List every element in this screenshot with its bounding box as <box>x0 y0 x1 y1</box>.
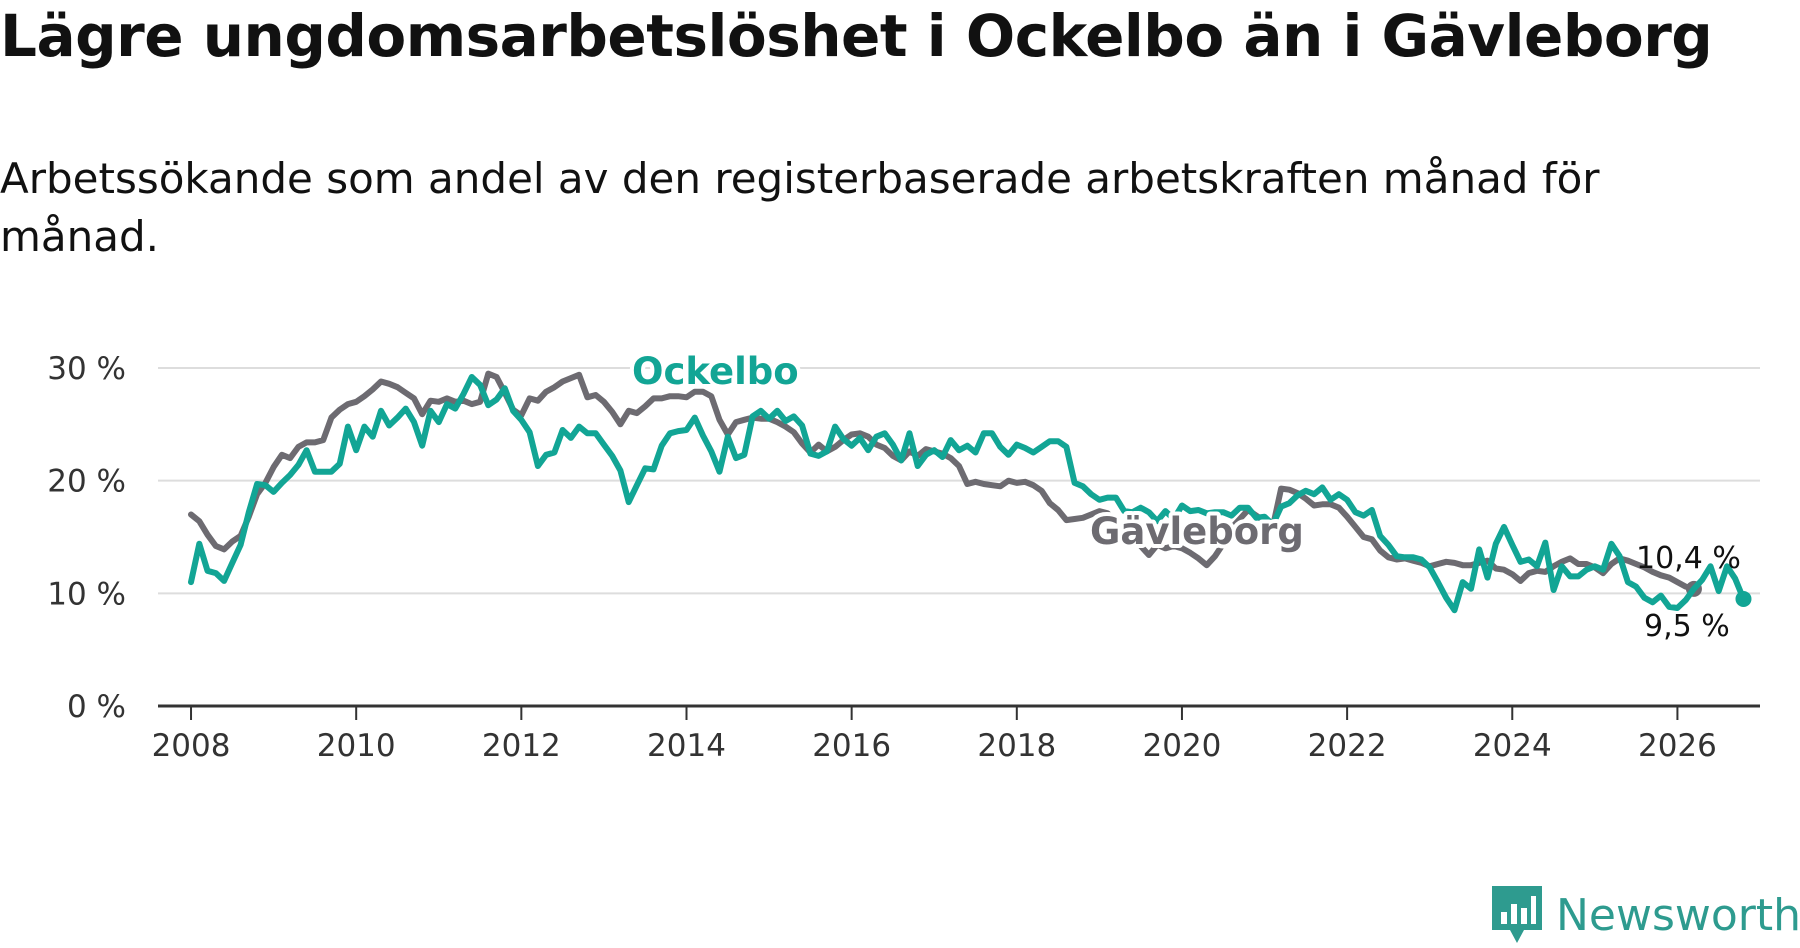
chart-subtitle: Arbetssökande som andel av den registerb… <box>0 154 1600 261</box>
brand-name: Newsworthy <box>1556 889 1800 941</box>
end-label-ockelbo: 9,5 % <box>1644 609 1730 644</box>
x-tick-label: 2022 <box>1308 728 1387 764</box>
y-axis-ticks: 0 % 10 % 20 % 30 % <box>47 351 126 725</box>
end-label-gavleborg: 10,4 % <box>1636 541 1741 576</box>
series-lines <box>188 370 1752 614</box>
series-label-gavleborg: Gävleborg <box>1090 510 1304 553</box>
x-axis-ticks: 2008 2010 2012 2014 2016 2018 2020 2022 2024 2026 <box>152 706 1717 764</box>
y-tick-label: 0 % <box>67 689 126 725</box>
y-tick-label: 10 % <box>47 576 126 612</box>
x-tick-label: 2016 <box>812 728 891 764</box>
x-tick-label: 2008 <box>152 728 231 764</box>
x-tick-label: 2018 <box>977 728 1056 764</box>
series-line-ockelbo <box>188 374 1747 614</box>
end-point-ockelbo <box>1735 590 1752 607</box>
series-label-ockelbo: Ockelbo <box>632 350 799 393</box>
series-labels: Ockelbo Gävleborg 10,4 % 9,5 % <box>628 346 1741 644</box>
x-tick-label: 2010 <box>317 728 396 764</box>
x-tick-label: 2024 <box>1473 728 1552 764</box>
x-tick-label: 2020 <box>1143 728 1222 764</box>
newsworthy-chart-icon <box>1492 886 1542 943</box>
x-tick-label: 2026 <box>1638 728 1717 764</box>
x-tick-label: 2014 <box>647 728 726 764</box>
x-tick-label: 2012 <box>482 728 561 764</box>
chart-title: Lägre ungdomsarbetslöshet i Ockelbo än i… <box>0 2 1713 70</box>
y-tick-label: 30 % <box>47 351 126 387</box>
gridlines <box>158 367 1760 708</box>
y-tick-label: 20 % <box>47 464 126 500</box>
newsworthy-logo: Newsworthy <box>1492 886 1800 944</box>
